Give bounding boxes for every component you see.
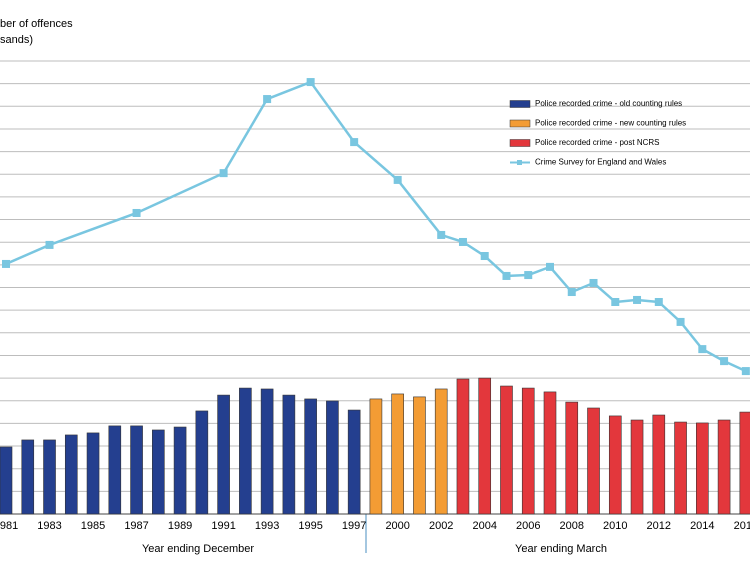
bar (434, 388, 448, 515)
line-marker (720, 357, 729, 366)
line-segment (396, 179, 443, 236)
bar (282, 394, 296, 515)
x-tick-label: 1993 (255, 520, 279, 532)
legend-label: Police recorded crime - old counting rul… (535, 99, 682, 108)
bar (43, 439, 56, 515)
bar (500, 385, 513, 515)
bar (478, 377, 492, 515)
bar (674, 421, 687, 515)
bar (152, 429, 165, 515)
line-marker (306, 78, 315, 87)
line-segment (549, 266, 573, 293)
line-segment (5, 243, 51, 266)
bar (217, 394, 230, 515)
x-group-label: Year ending March (515, 543, 607, 555)
line-marker (633, 295, 642, 304)
x-tick-label: 2008 (560, 520, 584, 532)
legend-label: Police recorded crime - post NCRS (535, 138, 659, 147)
line-marker (502, 271, 511, 280)
x-tick-label: 1995 (298, 520, 322, 532)
bar (326, 400, 339, 515)
line-marker (45, 240, 54, 249)
bar (108, 425, 122, 515)
legend-swatch (509, 100, 531, 108)
bar (543, 391, 557, 515)
bar (173, 426, 187, 515)
line-segment (136, 171, 225, 215)
x-tick-label: 2004 (472, 520, 496, 532)
bar (304, 398, 317, 515)
line-segment (679, 321, 704, 350)
line-marker (132, 208, 141, 217)
bar (347, 409, 361, 515)
line-marker (589, 278, 598, 287)
legend-label: Crime Survey for England and Wales (535, 158, 666, 167)
bar (696, 422, 709, 515)
bar (456, 378, 470, 515)
x-tick-label: 1989 (168, 520, 192, 532)
bar (587, 407, 600, 515)
line-segment (222, 98, 269, 174)
line-marker (350, 138, 359, 147)
x-tick-label: 2000 (385, 520, 409, 532)
legend-swatch (509, 139, 531, 147)
x-tick-label: 1987 (124, 520, 148, 532)
line-marker (437, 230, 446, 239)
legend-swatch (509, 119, 531, 128)
bar (86, 432, 100, 515)
line-marker (393, 175, 402, 184)
legend-swatch (517, 160, 522, 165)
line-marker (458, 237, 467, 246)
y-axis-title: sands) (0, 34, 33, 46)
bar (260, 388, 274, 515)
x-tick-label: 1991 (211, 520, 235, 532)
x-tick-label: 1985 (81, 520, 105, 532)
line-marker (219, 169, 228, 178)
bar (21, 439, 35, 515)
line-segment (266, 80, 312, 101)
bar (521, 387, 535, 515)
line-marker (741, 367, 750, 376)
x-tick-label: 2010 (603, 520, 627, 532)
x-tick-label: 2006 (516, 520, 540, 532)
bar (739, 411, 750, 515)
y-axis-title: ber of offences (0, 18, 73, 30)
line-marker (676, 317, 685, 326)
bar (652, 414, 666, 515)
line-segment (353, 141, 399, 181)
bar (239, 387, 252, 515)
line-segment (309, 81, 356, 143)
line-marker (567, 288, 576, 297)
x-tick-label: 2002 (429, 520, 453, 532)
bar (413, 396, 426, 515)
line-marker (546, 262, 554, 271)
line-segment (49, 211, 137, 247)
line-marker (698, 345, 707, 354)
bar (130, 425, 143, 515)
line-marker (263, 95, 272, 104)
x-tick-label: 2012 (647, 520, 671, 532)
bar (391, 393, 404, 515)
line-marker (611, 297, 620, 306)
line-marker (480, 252, 489, 261)
x-tick-label: 1983 (37, 520, 61, 532)
bar (195, 410, 209, 515)
x-tick-label: 1997 (342, 520, 366, 532)
x-tick-label: 2016 (734, 520, 750, 532)
bar (630, 419, 644, 515)
bar (369, 398, 383, 515)
line-marker (524, 271, 533, 280)
bar (608, 415, 622, 515)
bar (565, 401, 579, 515)
bar (717, 419, 731, 515)
bar (0, 446, 13, 515)
x-group-label: Year ending December (142, 543, 254, 555)
legend-label: Police recorded crime - new counting rul… (535, 119, 686, 128)
x-tick-label: 2014 (690, 520, 714, 532)
line-marker (654, 297, 663, 306)
bar (64, 434, 78, 515)
line-marker (2, 259, 10, 268)
x-tick-label: 1981 (0, 520, 18, 532)
